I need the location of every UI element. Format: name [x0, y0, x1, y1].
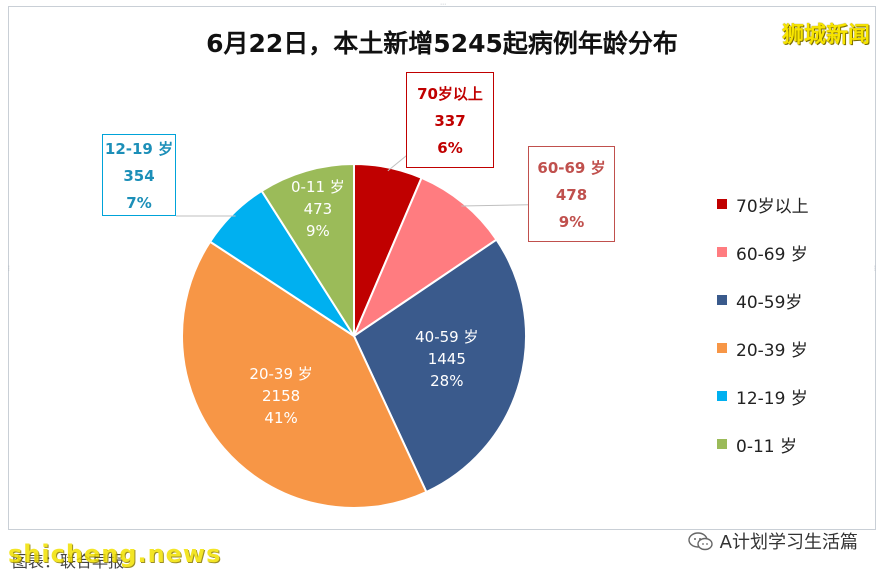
legend-label: 12-19 岁: [736, 388, 808, 409]
pie-slice-60-69: [351, 176, 498, 339]
pie-slice-40-59: [352, 238, 527, 494]
legend-item-40-59: 40-59岁: [717, 276, 809, 324]
resize-handle-top[interactable]: ⋯: [440, 1, 446, 8]
slice-label: 40-59 岁: [415, 328, 478, 346]
pie-slice-20-39: [181, 240, 428, 510]
chart-legend: 70岁以上 60-69 岁 40-59岁 20-39 岁 12-19 岁 0-11 岁: [717, 180, 809, 468]
legend-label: 40-59岁: [736, 292, 803, 313]
resize-handle-right[interactable]: ⋮: [872, 265, 878, 272]
wechat-icon: [687, 532, 713, 551]
legend-label: 0-11 岁: [736, 436, 797, 457]
legend-swatch: [717, 199, 727, 209]
legend-swatch: [717, 391, 727, 401]
slice-label: 0-11 岁: [291, 178, 345, 196]
chart-frame: [8, 6, 876, 530]
legend-label: 20-39 岁: [736, 340, 808, 361]
callout-percent: 7%: [126, 193, 152, 212]
slice-percent: 41%: [264, 409, 297, 427]
wechat-attribution: A计划学习生活篇: [687, 528, 858, 554]
legend-item-70: 70岁以上: [717, 180, 809, 228]
callout-12-19: 12-19 岁 354 7%: [102, 134, 176, 216]
slice-value: 1445: [428, 350, 466, 368]
slice-label: 20-39 岁: [249, 365, 312, 383]
slice-percent: 9%: [306, 222, 330, 240]
site-watermark: shicheng.news: [8, 540, 222, 568]
callout-label: 60-69 岁: [537, 158, 606, 177]
slice-percent: 28%: [430, 372, 463, 390]
legend-label: 60-69 岁: [736, 244, 808, 265]
brand-logo: 狮城新闻: [781, 23, 870, 48]
callout-label: 70岁以上: [417, 84, 483, 103]
slice-value: 2158: [262, 387, 300, 405]
chart-title: 6月22日，本土新增5245起病例年龄分布: [206, 29, 678, 58]
chart-source: 图表：联合早报: [12, 552, 125, 571]
pie-slice-0-11: [260, 162, 355, 340]
legend-item-12-19: 12-19 岁: [717, 372, 809, 420]
resize-handle-left[interactable]: ⋮: [6, 265, 12, 272]
legend-item-60-69: 60-69 岁: [717, 228, 809, 276]
callout-percent: 6%: [437, 138, 463, 157]
callout-value: 337: [434, 111, 466, 130]
legend-swatch: [717, 247, 727, 257]
legend-swatch: [717, 439, 727, 449]
legend-swatch: [717, 295, 727, 305]
callout-60-69: 60-69 岁 478 9%: [528, 146, 615, 242]
callout-percent: 9%: [558, 212, 585, 231]
wechat-account-name: A计划学习生活篇: [719, 532, 858, 553]
slice-value: 473: [304, 200, 333, 218]
callout-70: 70岁以上 337 6%: [406, 72, 494, 168]
legend-swatch: [717, 343, 727, 353]
callout-value: 478: [555, 185, 588, 204]
legend-item-20-39: 20-39 岁: [717, 324, 809, 372]
legend-label: 70岁以上: [736, 196, 809, 217]
legend-item-0-11: 0-11 岁: [717, 420, 809, 468]
callout-value: 354: [123, 166, 155, 185]
callout-label: 12-19 岁: [104, 139, 174, 158]
